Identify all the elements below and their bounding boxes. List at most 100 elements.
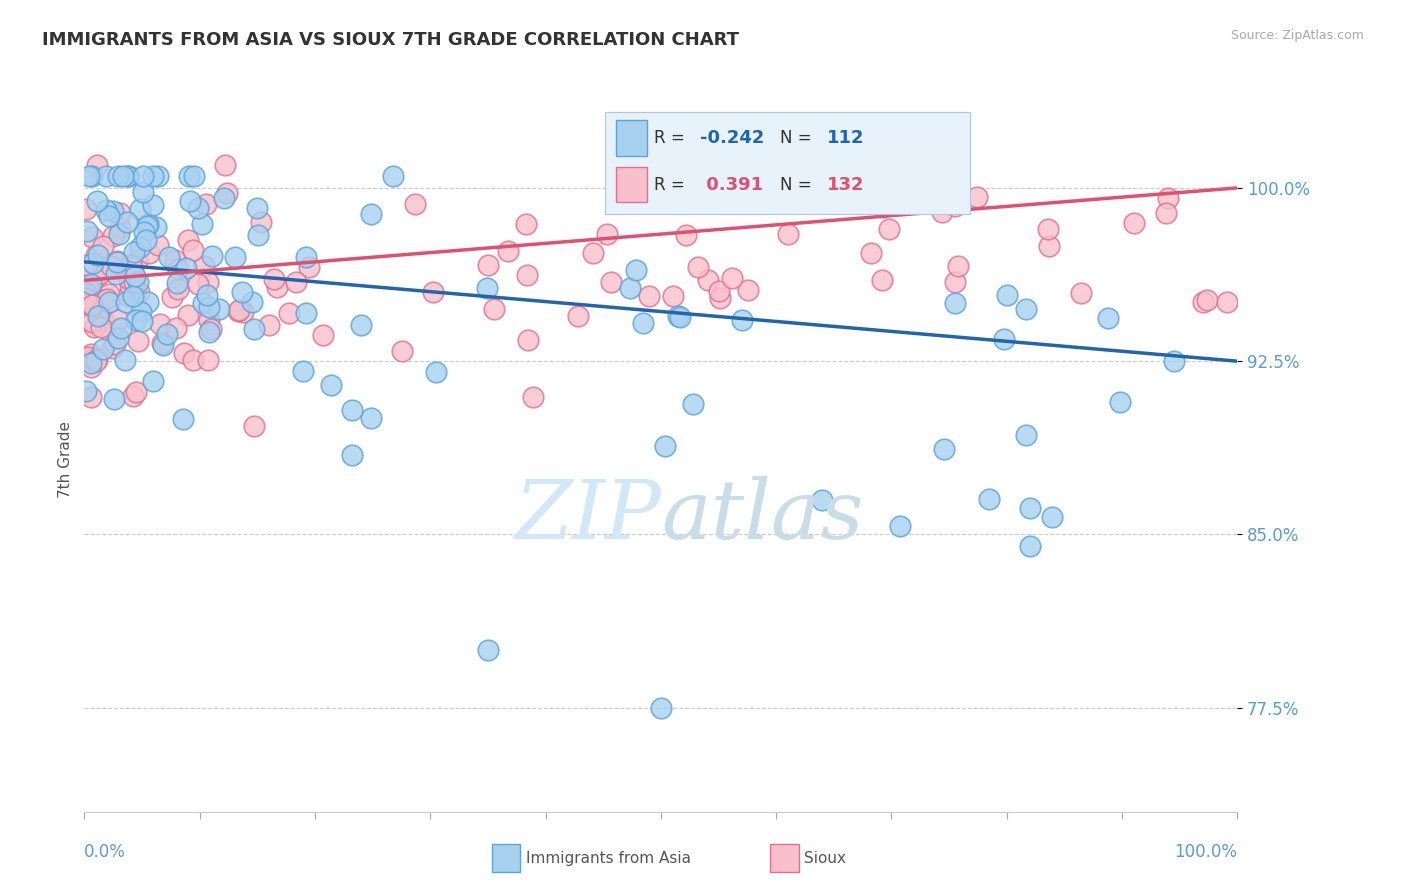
Text: IMMIGRANTS FROM ASIA VS SIOUX 7TH GRADE CORRELATION CHART: IMMIGRANTS FROM ASIA VS SIOUX 7TH GRADE … — [42, 31, 740, 49]
Point — [208, 302, 231, 317]
Point — [1216, 295, 1239, 310]
Point — [1163, 354, 1185, 368]
Point — [943, 199, 966, 213]
Point — [96, 169, 118, 184]
Point — [1070, 286, 1092, 301]
Point — [120, 258, 142, 272]
Point — [243, 322, 266, 336]
Point — [228, 303, 250, 318]
Point — [721, 270, 744, 285]
Point — [100, 260, 122, 274]
Point — [112, 169, 135, 184]
Point — [76, 224, 98, 238]
Point — [77, 296, 100, 310]
Point — [82, 256, 104, 270]
Point — [90, 266, 112, 280]
Point — [778, 227, 800, 242]
Point — [91, 293, 114, 308]
Point — [103, 204, 125, 219]
Text: atlas: atlas — [661, 475, 863, 556]
Point — [80, 347, 103, 361]
Point — [475, 281, 498, 295]
Point — [872, 200, 894, 214]
Point — [118, 272, 141, 286]
Point — [498, 244, 520, 258]
Point — [173, 346, 195, 360]
Point — [1123, 216, 1146, 230]
Point — [128, 285, 150, 300]
Point — [731, 313, 754, 327]
Point — [477, 258, 499, 272]
Point — [104, 337, 127, 351]
Point — [661, 288, 683, 302]
Point — [516, 268, 538, 282]
Point — [107, 313, 129, 327]
Point — [654, 439, 676, 453]
Point — [93, 314, 115, 328]
Point — [117, 289, 139, 303]
Point — [135, 233, 157, 247]
Point — [138, 217, 160, 231]
Text: 0.391: 0.391 — [700, 176, 763, 194]
Point — [110, 220, 132, 235]
Point — [187, 201, 209, 215]
Point — [82, 351, 104, 365]
Point — [889, 519, 911, 533]
Point — [259, 318, 281, 332]
Point — [232, 305, 254, 319]
Point — [122, 275, 145, 289]
Point — [1018, 539, 1040, 553]
Point — [179, 169, 201, 184]
Point — [183, 169, 205, 184]
Point — [350, 318, 373, 332]
Point — [945, 275, 967, 289]
Point — [284, 275, 307, 289]
Point — [80, 391, 103, 405]
Point — [312, 328, 335, 343]
Point — [686, 260, 709, 275]
Point — [176, 233, 198, 247]
Point — [172, 412, 194, 426]
Point — [125, 252, 148, 267]
Point — [181, 243, 204, 257]
Point — [160, 290, 183, 304]
Point — [84, 248, 107, 262]
Point — [101, 341, 124, 355]
Point — [96, 292, 118, 306]
Point — [977, 492, 1000, 507]
Point — [87, 248, 110, 262]
Point — [76, 275, 98, 289]
Point — [340, 402, 363, 417]
Point — [382, 169, 405, 184]
Point — [1040, 510, 1063, 524]
Point — [110, 320, 132, 334]
Point — [932, 442, 955, 456]
Point — [707, 284, 730, 298]
Point — [136, 295, 159, 310]
Point — [77, 279, 100, 293]
Point — [775, 188, 797, 202]
Point — [295, 250, 318, 264]
Point — [80, 356, 103, 370]
Point — [115, 295, 138, 310]
Point — [124, 285, 146, 299]
Point — [122, 289, 145, 303]
Point — [246, 201, 269, 215]
Point — [157, 251, 180, 265]
Point — [1019, 501, 1042, 516]
Point — [86, 194, 108, 208]
Point — [77, 354, 100, 368]
Point — [859, 246, 882, 260]
Point — [666, 310, 689, 324]
Text: 100.0%: 100.0% — [1174, 843, 1237, 861]
Point — [214, 158, 236, 172]
Point — [619, 281, 641, 295]
Point — [995, 288, 1018, 302]
Point — [145, 219, 167, 234]
Point — [86, 351, 108, 366]
Point — [682, 397, 704, 411]
Point — [250, 215, 273, 229]
Point — [150, 335, 173, 350]
Point — [89, 307, 111, 321]
Point — [697, 273, 720, 287]
